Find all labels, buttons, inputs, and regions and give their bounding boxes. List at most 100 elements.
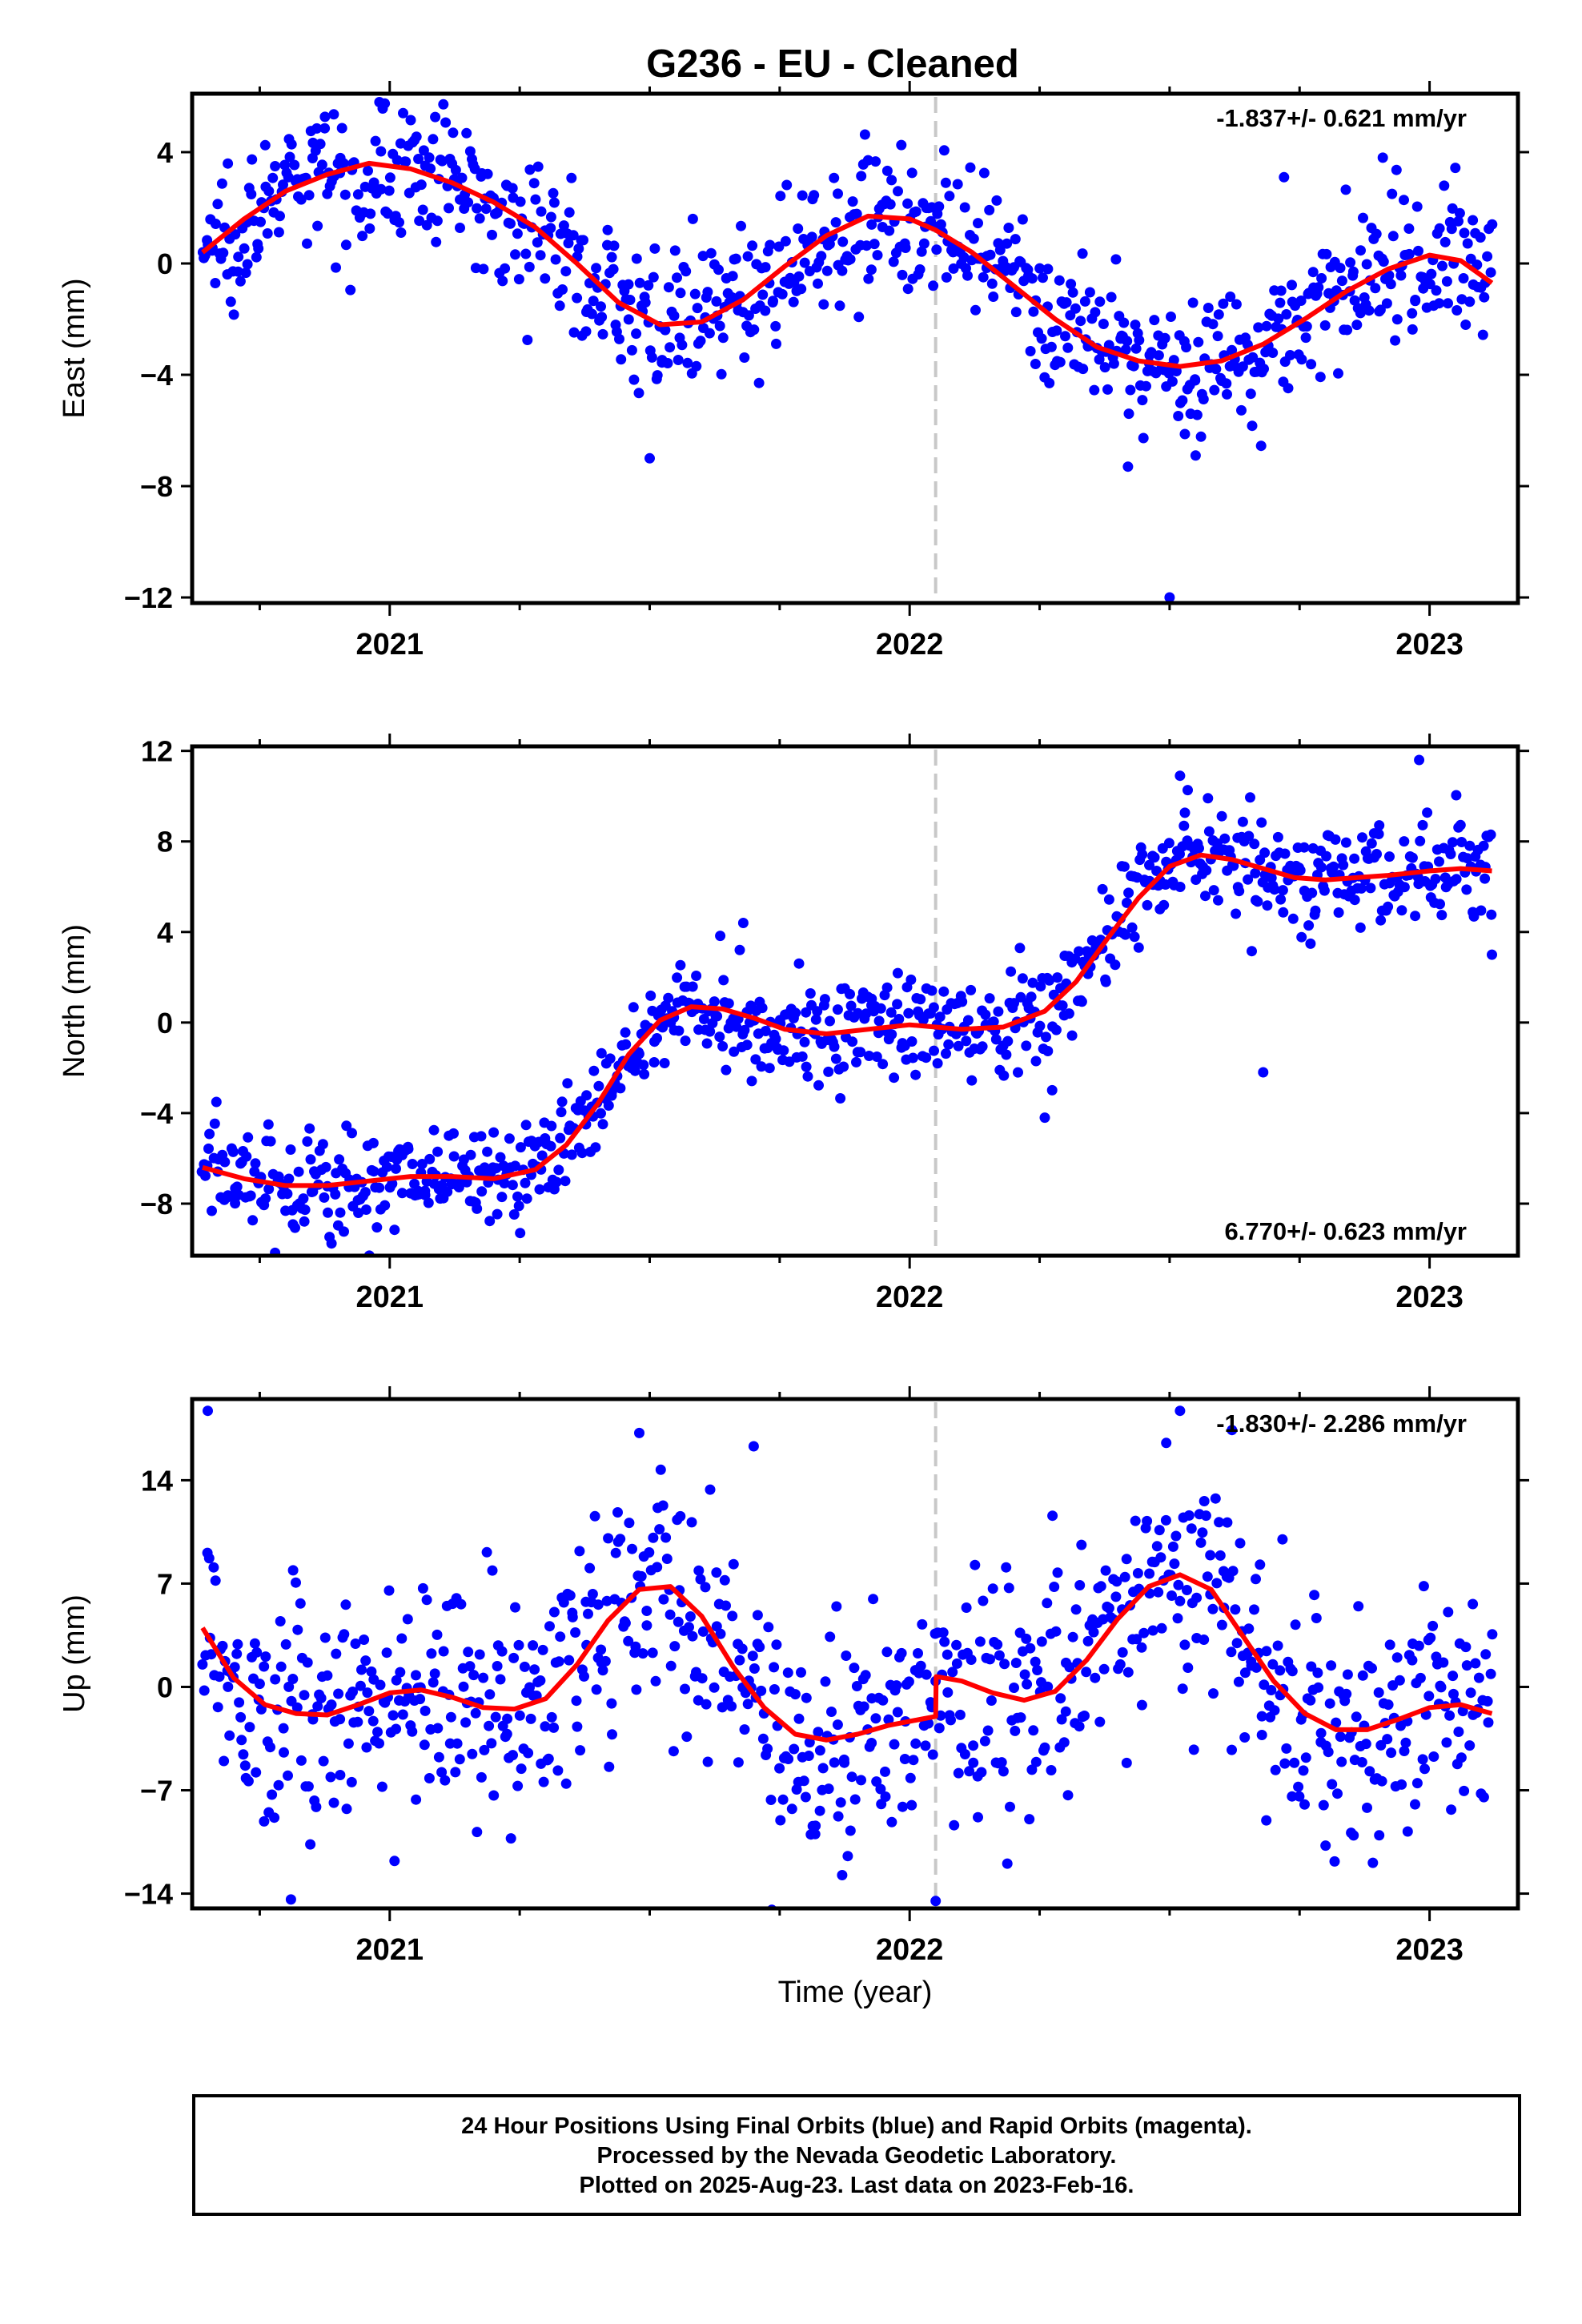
up-data-point — [1076, 1539, 1087, 1550]
north-data-point — [1129, 931, 1140, 943]
up-data-point — [450, 1767, 461, 1778]
east-data-point — [614, 333, 624, 344]
up-data-point — [249, 1638, 260, 1649]
up-data-point — [279, 1747, 289, 1758]
up-data-point — [1275, 1665, 1286, 1676]
up-data-point — [1028, 1725, 1039, 1736]
east-data-point — [1407, 324, 1418, 335]
up-data-point — [906, 1799, 917, 1811]
east-data-point — [228, 309, 239, 320]
north-data-point — [551, 1176, 562, 1188]
up-data-point — [641, 1620, 652, 1631]
up-data-point — [1356, 1757, 1367, 1767]
north-data-point — [871, 1051, 882, 1062]
up-data-point — [905, 1772, 916, 1783]
north-data-point — [389, 1224, 400, 1236]
up-data-point — [1255, 1559, 1266, 1570]
east-data-point — [760, 262, 771, 273]
up-data-point — [1413, 1640, 1424, 1651]
up-data-point — [490, 1711, 501, 1723]
east-data-point — [1094, 296, 1106, 308]
up-data-point — [326, 1699, 337, 1711]
north-data-point — [432, 1146, 444, 1157]
up-data-point — [587, 1589, 598, 1599]
east-data-point — [952, 179, 963, 190]
up-data-point — [892, 1707, 903, 1718]
up-data-point — [432, 1723, 444, 1734]
up-panel: 14 7 0 −7 −14 2021 2022 2023 Up (mm) -1.830+/- 2.… — [58, 1386, 1529, 1967]
up-data-point — [1005, 1801, 1015, 1812]
east-x-tick-label: 2023 — [1395, 628, 1464, 661]
up-data-point — [610, 1547, 621, 1558]
east-data-point — [474, 213, 485, 224]
north-data-point — [721, 1064, 732, 1076]
up-data-point — [934, 1723, 945, 1734]
east-data-point — [906, 167, 917, 179]
north-data-point — [802, 1071, 813, 1082]
north-data-point — [1046, 1084, 1058, 1096]
east-data-point — [384, 172, 396, 183]
east-data-point — [1218, 298, 1229, 309]
east-data-point — [793, 271, 805, 282]
east-data-point — [1456, 294, 1468, 305]
north-data-point — [1247, 946, 1257, 957]
north-data-point — [915, 994, 926, 1005]
east-outlier-point — [644, 452, 655, 464]
north-data-point — [1017, 973, 1028, 984]
north-data-point — [231, 1181, 243, 1192]
up-data-point — [1315, 1727, 1327, 1739]
up-data-point — [789, 1743, 800, 1755]
east-data-point — [1475, 232, 1486, 243]
east-data-point — [1434, 223, 1445, 234]
up-data-point — [719, 1574, 730, 1586]
east-data-point — [463, 197, 474, 208]
up-data-point — [417, 1582, 428, 1594]
east-data-point — [361, 74, 371, 85]
east-data-point — [813, 278, 823, 289]
up-data-point — [810, 1820, 821, 1831]
north-data-point — [672, 972, 683, 983]
up-data-point — [630, 1641, 641, 1652]
up-data-point — [411, 1670, 421, 1681]
north-data-point — [873, 1015, 885, 1027]
north-data-point — [1349, 853, 1360, 864]
up-data-point — [1313, 1682, 1324, 1693]
east-data-point — [1387, 231, 1399, 242]
up-data-point — [305, 1839, 316, 1850]
east-data-point — [1468, 215, 1479, 226]
east-data-point — [1458, 273, 1469, 283]
east-data-point — [1413, 245, 1423, 256]
up-data-point — [472, 1827, 483, 1838]
north-x-tick-label: 2021 — [356, 1281, 424, 1314]
north-data-point — [1133, 942, 1144, 953]
up-data-point — [474, 1649, 485, 1660]
east-data-point — [424, 152, 435, 163]
up-data-point — [214, 1671, 225, 1683]
north-data-point — [1243, 874, 1254, 885]
north-data-point — [746, 1076, 757, 1087]
north-data-point — [797, 1051, 808, 1062]
up-data-point — [432, 1629, 443, 1640]
east-data-point — [455, 223, 465, 233]
north-data-point — [988, 1016, 999, 1027]
up-data-point — [655, 1464, 666, 1475]
up-data-point — [203, 1553, 215, 1564]
east-data-point — [1173, 411, 1184, 421]
up-data-point — [1270, 1764, 1281, 1775]
north-y-tick-label: −4 — [140, 1097, 173, 1130]
up-data-point — [675, 1510, 686, 1522]
north-data-point — [448, 1151, 460, 1162]
north-data-point — [359, 1187, 371, 1198]
east-data-point — [302, 238, 312, 249]
north-data-point — [1021, 1040, 1032, 1051]
north-data-point — [1399, 836, 1410, 847]
east-data-point — [379, 98, 391, 109]
up-data-point — [1375, 1739, 1387, 1751]
north-data-point — [472, 1203, 483, 1214]
east-data-point — [1209, 384, 1220, 396]
east-data-point — [775, 191, 786, 202]
east-data-point — [837, 265, 848, 276]
up-data-point — [1447, 1671, 1459, 1682]
east-data-point — [1253, 322, 1264, 333]
north-data-point — [1279, 848, 1291, 859]
